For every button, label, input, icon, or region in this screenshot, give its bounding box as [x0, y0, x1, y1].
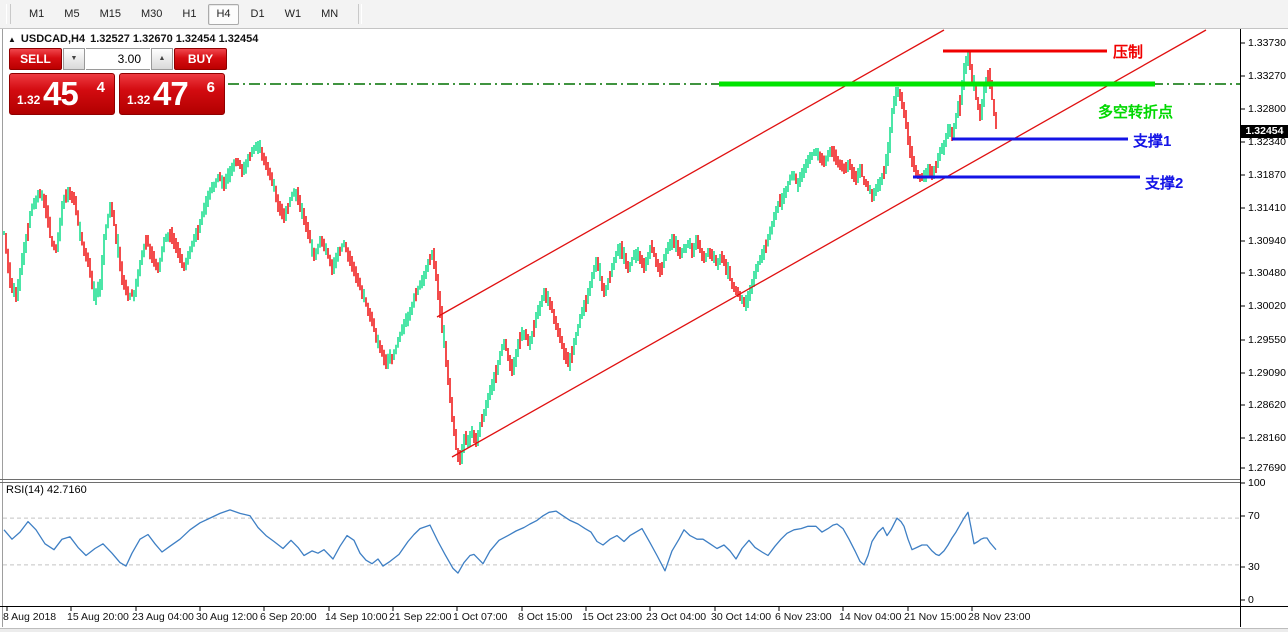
time-axis-label: 14 Sep 10:00	[325, 611, 388, 623]
candlesticks	[3, 52, 987, 464]
window-resize-edge	[0, 628, 1288, 632]
price-axis-label: 1.30940	[1248, 235, 1286, 247]
price-axis-label: 1.32800	[1248, 103, 1286, 115]
price-axis-label: 1.29550	[1248, 334, 1286, 346]
volume-increase-button[interactable]: ▲	[151, 48, 173, 70]
volume-decrease-button[interactable]: ▼	[63, 48, 85, 70]
timeframe-button-h4[interactable]: H4	[208, 3, 239, 25]
symbol-label: USDCAD,H4	[20, 33, 86, 45]
rsi-axis-label: 100	[1248, 477, 1266, 489]
timeframe-button-h1[interactable]: H1	[182, 7, 197, 20]
time-axis-label: 15 Oct 23:00	[582, 611, 643, 623]
time-axis-label: 30 Aug 12:00	[196, 611, 258, 623]
price-axis-label: 1.27690	[1248, 462, 1286, 474]
sell-price-prefix: 1.32	[17, 93, 41, 107]
buy-price-main: 47	[153, 75, 189, 112]
buy-price-box[interactable]: 1.32 47 6	[119, 73, 225, 115]
channel-upper-trendline	[436, 29, 945, 318]
time-axis-label: 30 Oct 14:00	[711, 611, 772, 623]
time-axis-label: 14 Nov 04:00	[839, 611, 902, 623]
timeframe-button-m5[interactable]: M5	[64, 7, 80, 20]
price-axis-label: 1.31870	[1248, 169, 1286, 181]
rsi-axis-label: 70	[1248, 510, 1260, 522]
price-axis-label: 1.28160	[1248, 432, 1286, 444]
buy-button[interactable]: BUY	[174, 48, 227, 70]
annotation-label-支撑1[interactable]: 支撑1	[1133, 133, 1172, 150]
timeframe-button-mn[interactable]: MN	[321, 7, 339, 20]
price-axis-label: 1.32340	[1248, 136, 1286, 148]
one-click-trading-panel: SELL ▼ 3.00 ▲ BUY 1.32 45 4 1.32 47 6	[9, 48, 227, 115]
annotation-label-多空转折点[interactable]: 多空转折点	[1098, 104, 1174, 121]
price-axis-label: 1.33730	[1248, 37, 1286, 49]
time-axis-label: 6 Sep 20:00	[260, 611, 317, 623]
rsi-value: 42.7160	[46, 484, 87, 496]
timeframe-button-m30[interactable]: M30	[140, 7, 163, 20]
price-axis-label: 1.28620	[1248, 399, 1286, 411]
time-axis-label: 23 Aug 04:00	[132, 611, 194, 623]
price-axis-label: 1.29090	[1248, 367, 1286, 379]
time-axis-label: 28 Nov 23:00	[968, 611, 1031, 623]
time-axis-label: 21 Sep 22:00	[389, 611, 452, 623]
annotation-label-支撑2[interactable]: 支撑2	[1145, 175, 1184, 192]
current-price-tag: 1.32454	[1241, 125, 1288, 138]
annotation-label-压制[interactable]: 压制	[1113, 44, 1144, 61]
time-axis-label: 23 Oct 04:00	[646, 611, 707, 623]
volume-input[interactable]: 3.00	[86, 48, 150, 70]
candlesticks	[5, 51, 997, 465]
price-axis-label: 1.30480	[1248, 267, 1286, 279]
time-axis-label: 6 Nov 23:00	[775, 611, 832, 623]
timeframe-button-w1[interactable]: W1	[284, 7, 302, 20]
rsi-line	[3, 509, 997, 574]
timeframe-toolbar: M1 M5 M15 M30 H1 H4 D1 W1 MN	[0, 0, 1288, 29]
sell-price-sup: 4	[96, 79, 105, 96]
price-axis-label: 1.31410	[1248, 202, 1286, 214]
rsi-axis-label: 0	[1248, 594, 1254, 606]
buy-price-prefix: 1.32	[127, 93, 151, 107]
chart-title: ▲ USDCAD,H4 1.32527 1.32670 1.32454 1.32…	[8, 33, 258, 45]
chart-canvas[interactable]	[0, 29, 1288, 632]
timeframe-button-m15[interactable]: M15	[99, 7, 121, 20]
rsi-name: RSI(14)	[6, 484, 44, 496]
price-axis-label: 1.30020	[1248, 300, 1286, 312]
toolbar-grip[interactable]	[6, 4, 11, 24]
sell-price-main: 45	[43, 75, 79, 112]
channel-lower-trendline	[451, 29, 1207, 458]
price-axis-label: 1.33270	[1248, 70, 1286, 82]
ohlc-values: 1.32527 1.32670 1.32454 1.32454	[90, 33, 259, 45]
toolbar-separator	[358, 4, 363, 24]
time-axis-label: 8 Aug 2018	[3, 611, 57, 623]
rsi-indicator-label: RSI(14) 42.7160	[6, 484, 87, 496]
rsi-axis-label: 30	[1248, 561, 1260, 573]
collapse-triangle-icon[interactable]: ▲	[8, 34, 16, 44]
timeframe-buttons: M1 M5 M15 M30 H1 H4 D1 W1 MN	[19, 3, 348, 25]
timeframe-button-m1[interactable]: M1	[29, 7, 45, 20]
time-axis-label: 21 Nov 15:00	[904, 611, 967, 623]
time-axis-label: 8 Oct 15:00	[518, 611, 573, 623]
timeframe-button-d1[interactable]: D1	[250, 7, 265, 20]
sell-button[interactable]: SELL	[9, 48, 62, 70]
time-axis-label: 15 Aug 20:00	[67, 611, 129, 623]
sell-price-box[interactable]: 1.32 45 4	[9, 73, 115, 115]
time-axis-label: 1 Oct 07:00	[453, 611, 508, 623]
buy-price-sup: 6	[206, 79, 215, 96]
